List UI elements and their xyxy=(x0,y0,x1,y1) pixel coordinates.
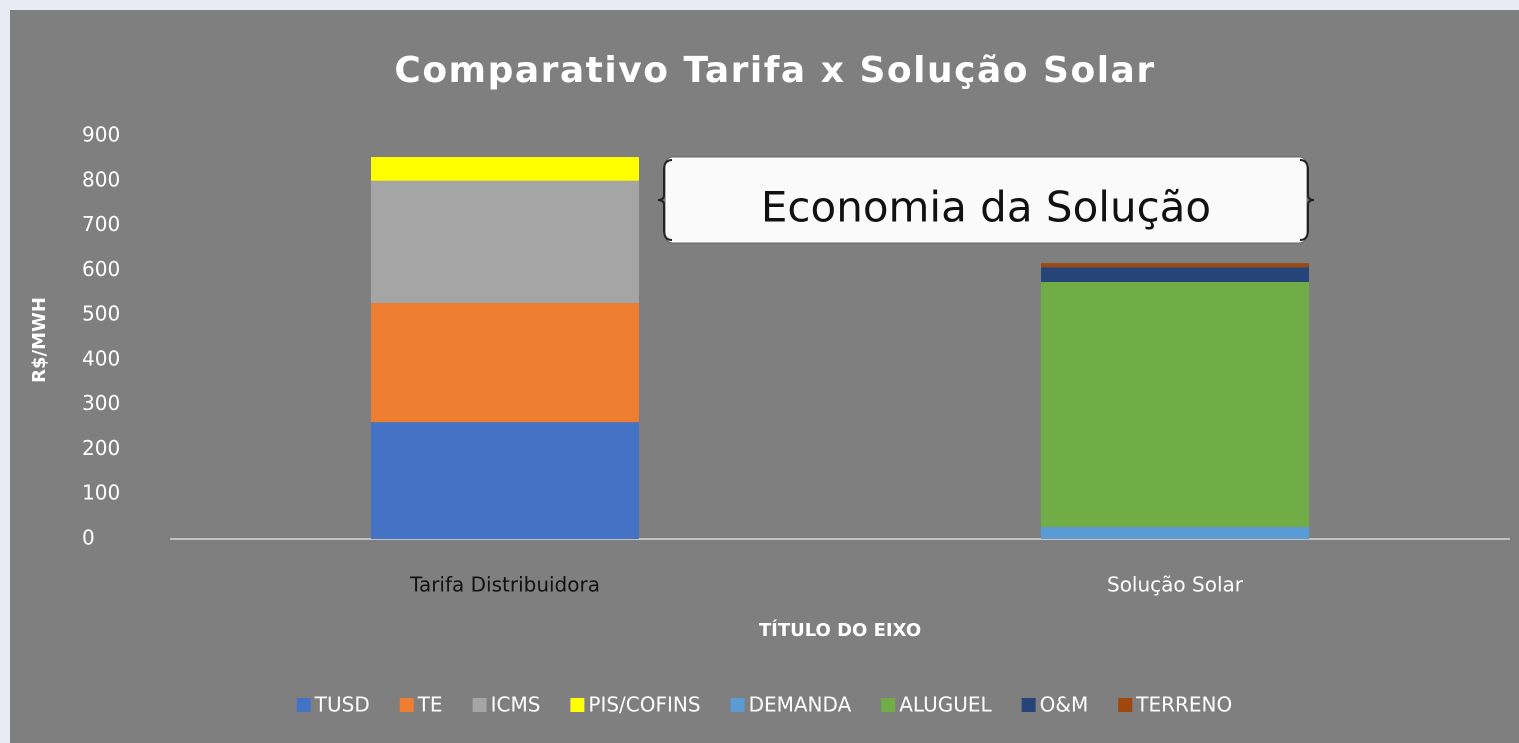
legend-swatch xyxy=(730,698,745,712)
right-brace xyxy=(1299,159,1315,241)
legend-swatch xyxy=(881,698,896,712)
legend-label: O&M xyxy=(1040,693,1089,717)
y-tick-label: 300 xyxy=(82,391,120,415)
legend-swatch xyxy=(296,698,311,712)
legend-swatch xyxy=(399,698,414,712)
legend-label: PIS/COFINS xyxy=(588,693,700,717)
x-tick-label: Solução Solar xyxy=(1107,573,1244,597)
y-axis-title: R$/MWH xyxy=(29,297,50,383)
legend-label: TE xyxy=(417,693,443,717)
bar-segment xyxy=(371,180,639,304)
legend-label: DEMANDA xyxy=(749,693,852,717)
bar-segment xyxy=(1041,526,1309,539)
y-tick-label: 400 xyxy=(82,346,120,370)
legend-label: ALUGUEL xyxy=(899,693,992,717)
bar-segment xyxy=(371,422,639,539)
legend-swatch xyxy=(570,698,585,712)
legend-swatch xyxy=(1021,698,1036,712)
annotation-box xyxy=(664,156,1308,244)
y-tick-label: 0 xyxy=(82,526,95,550)
y-tick-label: 900 xyxy=(82,123,120,147)
chart-title: Comparativo Tarifa x Solução Solar xyxy=(394,50,1155,91)
x-tick-label: Tarifa Distribuidora xyxy=(409,573,600,597)
y-tick-label: 800 xyxy=(82,167,120,191)
legend-label: ICMS xyxy=(491,693,541,717)
y-tick-label: 100 xyxy=(82,481,120,505)
y-tick-label: 600 xyxy=(82,257,120,281)
bar-segment xyxy=(1041,267,1309,282)
legend-label: TUSD xyxy=(314,693,370,717)
legend-label: TERRENO xyxy=(1135,693,1232,717)
legend-swatch xyxy=(1118,698,1133,712)
annotation-text: Economia da Solução xyxy=(761,183,1211,232)
left-brace xyxy=(657,159,673,241)
legend-swatch xyxy=(472,698,487,712)
y-tick-label: 500 xyxy=(82,302,120,326)
y-tick-label: 200 xyxy=(82,436,120,460)
y-tick-label: 700 xyxy=(82,212,120,236)
x-axis-title: TÍTULO DO EIXO xyxy=(759,619,921,641)
bar-segment xyxy=(1041,263,1309,268)
bar-segment xyxy=(1041,281,1309,527)
bar-segment xyxy=(371,303,639,423)
bar-segment xyxy=(371,157,639,181)
